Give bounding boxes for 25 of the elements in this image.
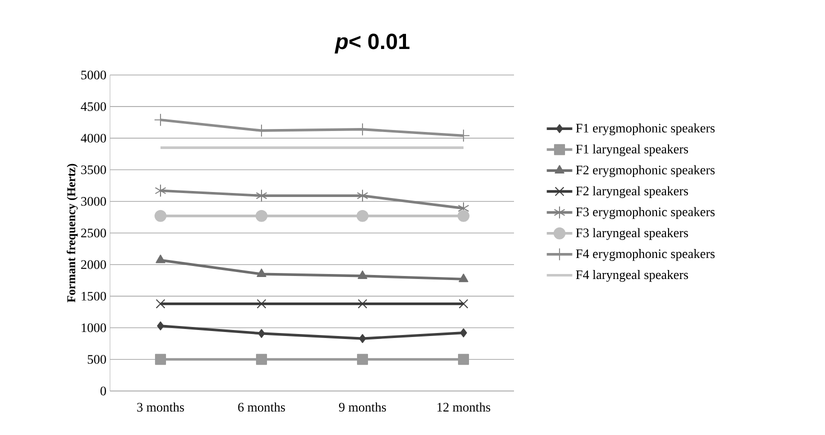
- legend-label: F4 erygmophonic speakers: [576, 249, 715, 261]
- x-tick-label: 3 months: [137, 402, 184, 412]
- legend-label: F1 erygmophonic speakers: [576, 123, 715, 136]
- x-tick-label: 6 months: [238, 402, 285, 412]
- y-tick-label: 0: [100, 386, 106, 396]
- y-tick-label: 3500: [81, 165, 106, 174]
- y-tick-label: 5000: [81, 70, 106, 80]
- y-tick-label: 1500: [82, 292, 106, 301]
- y-axis-title: Formant frequency (Hertz): [66, 164, 78, 302]
- y-tick-label: 1000: [82, 323, 106, 332]
- chart-title: p< 0.01: [334, 34, 410, 54]
- y-tick-label: 3000: [81, 197, 106, 206]
- x-tick-label: 12 months: [437, 402, 490, 412]
- y-tick-label: 500: [88, 355, 106, 364]
- legend-label: F2 erygmophonic speakers: [576, 165, 715, 178]
- y-tick-label: 2000: [81, 260, 106, 269]
- y-tick-label: 4000: [80, 134, 106, 143]
- x-tick-label: 9 months: [339, 402, 386, 412]
- legend-label: F3 laryngeal speakers: [576, 228, 688, 240]
- y-tick-label: 4500: [80, 102, 106, 111]
- legend-label: F2 laryngeal speakers: [576, 186, 688, 198]
- legend-label: F1 laryngeal speakers: [576, 144, 688, 156]
- legend-label: F4 laryngeal speakers: [576, 270, 688, 282]
- legend-label: F3 erygmophonic speakers: [576, 207, 715, 219]
- y-tick-label: 2500: [81, 228, 106, 238]
